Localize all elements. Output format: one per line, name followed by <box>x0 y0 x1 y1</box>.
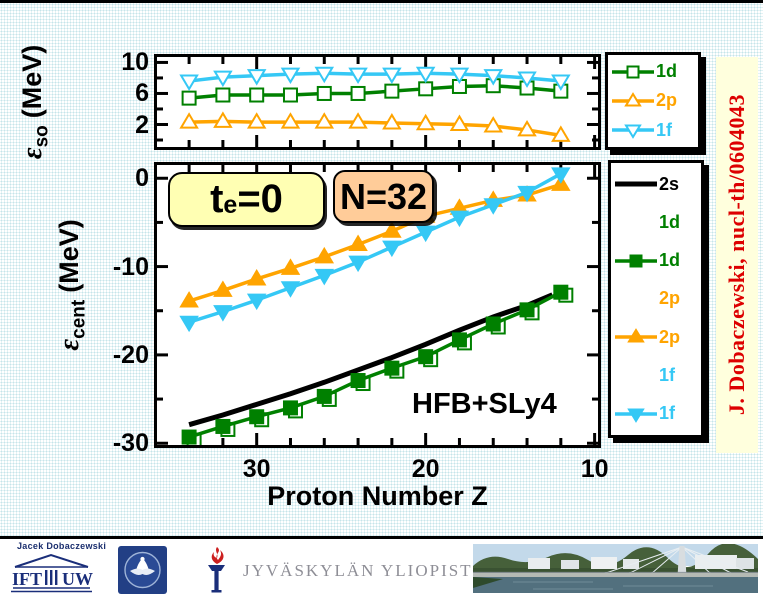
legend-label-1d: 1d <box>659 211 681 232</box>
legend-item-1d: 1d <box>614 212 698 233</box>
te-base: t <box>210 177 224 221</box>
n32-annotation-box: N=32 <box>333 170 434 223</box>
series-1f <box>179 167 571 333</box>
legend-item-2s: 2s <box>614 174 698 195</box>
series-1f <box>179 66 571 92</box>
x-tick-label: 10 <box>580 455 609 483</box>
legend-label-2s: 2s <box>659 173 680 194</box>
legend-sample-1d <box>612 65 654 79</box>
te-annotation-box: t e =0 <box>168 172 325 227</box>
te-subscript: e <box>223 191 238 219</box>
legend-sample-1d <box>614 213 658 231</box>
legend-label-2p: 2p <box>659 326 681 347</box>
ift-text: IFT <box>12 569 42 589</box>
legend-sample-1f <box>612 124 654 140</box>
legend-item-2p: 2p <box>614 327 698 348</box>
university-warsaw-seal <box>118 546 167 594</box>
slide-top-border <box>0 0 763 3</box>
legend-item-2p: 2p <box>611 90 695 111</box>
epsilon-symbol: ε <box>16 147 48 160</box>
y-tick-label: 0 <box>135 164 149 193</box>
y-tick-label: -20 <box>112 340 149 369</box>
legend-spin-orbit: 1d 2p 1f <box>605 52 701 150</box>
central-chart <box>157 165 598 445</box>
legend-label-1f: 1f <box>656 119 673 140</box>
uw-text: UW <box>62 569 93 589</box>
ift-uw-logo: IFT UW <box>11 553 93 593</box>
y-tick-label: -30 <box>112 429 149 458</box>
legend-item-2p: 2p <box>614 288 698 309</box>
epsilon-subscript: so <box>31 125 53 148</box>
y-axis-label-central: εcent (MeV) <box>53 180 90 390</box>
footer-credit-text: Jacek Dobaczewski <box>17 541 107 551</box>
n32-label: N=32 <box>339 175 428 217</box>
legend-sample-2s <box>615 181 657 187</box>
legend-label-1d: 1d <box>659 250 681 271</box>
y-tick-label: -10 <box>112 252 149 281</box>
legend-sample-1f <box>614 367 658 385</box>
series-2p <box>179 111 571 142</box>
legend-item-1d: 1d <box>611 61 695 82</box>
legend-sample-1d <box>615 254 657 268</box>
university-name-text: JYVÄSKYLÄN YLIOPISTO <box>243 561 487 580</box>
legend-label-1f: 1f <box>659 365 676 386</box>
legend-label-2p: 2p <box>656 90 678 111</box>
legend-item-1f: 1f <box>611 120 695 141</box>
credit-vertical-text: J. Dobaczewski, nucl-th/0604043 <box>724 94 749 416</box>
te-value: =0 <box>237 177 283 221</box>
footer-logo-band: Jacek Dobaczewski IFT UW JYVÄSKYLÄN YL <box>0 536 763 597</box>
axis-ticks <box>157 57 598 147</box>
legend-label-2p: 2p <box>659 288 681 309</box>
legend-item-1d: 1d <box>614 250 698 271</box>
legend-sample-2p <box>614 290 658 308</box>
series-1d <box>181 284 574 445</box>
legend-sample-2p <box>615 328 657 343</box>
x-axis-title: Proton Number Z <box>267 481 488 511</box>
epsilon-subscript: cent <box>68 299 90 339</box>
spin-orbit-chart <box>157 57 598 147</box>
axis-unit: (MeV) <box>54 219 84 293</box>
jyvaskyla-torch-logo <box>208 547 225 593</box>
legend-item-1f: 1f <box>614 365 698 386</box>
axis-unit: (MeV) <box>17 44 47 119</box>
legend-label-1d: 1d <box>656 61 678 82</box>
legend-sample-1f <box>615 408 657 423</box>
legend-sample-2p <box>612 92 654 107</box>
x-tick-label: 30 <box>242 455 271 483</box>
legend-item-1f: 1f <box>614 403 698 424</box>
series-2s <box>188 292 554 428</box>
y-axis-label-spin-orbit: εso (MeV) <box>16 17 53 187</box>
epsilon-symbol: ε <box>53 338 85 351</box>
legend-central: 2s 1d 1d 2p 2p 1f 1f <box>608 160 704 438</box>
model-annotation: HFB+SLy4 <box>412 388 557 420</box>
legend-label-1f: 1f <box>659 403 676 424</box>
y-tick-label: 6 <box>135 79 149 108</box>
y-tick-label: 10 <box>121 48 149 77</box>
campus-bridge-photo <box>473 544 758 593</box>
spin-orbit-energy-panel <box>154 54 601 150</box>
series-1d <box>181 78 569 106</box>
y-tick-label: 2 <box>135 110 149 139</box>
credit-strip: J. Dobaczewski, nucl-th/0604043 <box>716 57 758 453</box>
x-tick-label: 20 <box>411 455 440 483</box>
